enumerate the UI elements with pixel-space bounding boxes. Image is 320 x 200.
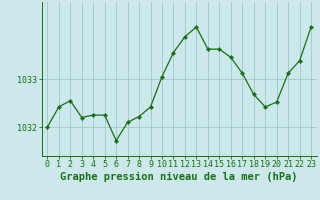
X-axis label: Graphe pression niveau de la mer (hPa): Graphe pression niveau de la mer (hPa): [60, 172, 298, 182]
